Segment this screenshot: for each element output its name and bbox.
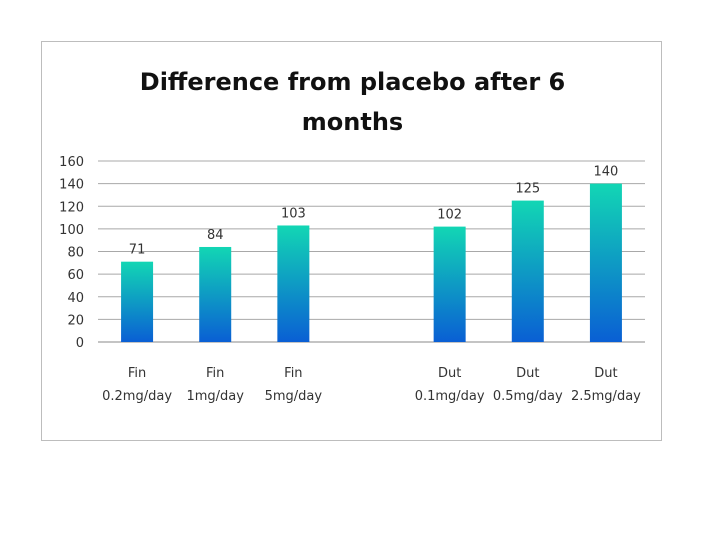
y-tick-label: 140 (59, 178, 84, 193)
bar (121, 261, 154, 342)
data-label: 84 (207, 228, 224, 243)
y-tick-label: 40 (67, 291, 84, 306)
bars (121, 183, 622, 342)
y-tick-label: 100 (59, 223, 84, 238)
category-labels: Fin 0.2mg/day Fin 1mg/day Fin 5mg/day Dut 0.1mg… (102, 366, 641, 404)
y-axis-ticks: 0 20 40 60 80 100 120 140 160 (59, 155, 84, 351)
category-label: Dut (594, 366, 617, 381)
chart-title: Difference from placebo after 6 months (42, 62, 663, 142)
chart-title-line-2: months (301, 108, 404, 136)
data-label: 103 (281, 206, 306, 221)
data-labels: 71 84 103 102 125 140 (129, 165, 619, 258)
category-label: Fin (128, 366, 146, 381)
bar (277, 225, 310, 342)
bar (511, 200, 544, 342)
chart-frame: Difference from placebo after 6 months 0… (41, 41, 662, 441)
y-tick-label: 0 (76, 336, 84, 351)
bar (199, 246, 232, 342)
y-tick-label: 80 (67, 246, 84, 261)
chart-title-line-1: Difference from placebo after 6 (139, 68, 566, 96)
bar (589, 183, 622, 342)
category-dose-label: 5mg/day (265, 389, 323, 404)
category-dose-label: 0.2mg/day (102, 389, 172, 404)
category-dose-label: 0.5mg/day (493, 389, 563, 404)
y-tick-label: 60 (67, 268, 84, 283)
category-label: Dut (438, 366, 461, 381)
data-label: 140 (594, 165, 619, 180)
gridlines (98, 160, 645, 343)
category-dose-label: 1mg/day (186, 389, 244, 404)
bar (433, 226, 466, 342)
bar-chart-plot: 0 20 40 60 80 100 120 140 160 71 84 103 102 125 140 F… (59, 155, 645, 404)
data-label: 102 (437, 208, 462, 223)
category-label: Dut (516, 366, 539, 381)
category-dose-label: 2.5mg/day (571, 389, 641, 404)
data-label: 125 (515, 182, 540, 197)
category-dose-label: 0.1mg/day (415, 389, 485, 404)
y-tick-label: 20 (67, 313, 84, 328)
y-tick-label: 120 (59, 200, 84, 215)
category-label: Fin (206, 366, 224, 381)
y-tick-label: 160 (59, 155, 84, 170)
data-label: 71 (129, 243, 146, 258)
category-label: Fin (284, 366, 302, 381)
